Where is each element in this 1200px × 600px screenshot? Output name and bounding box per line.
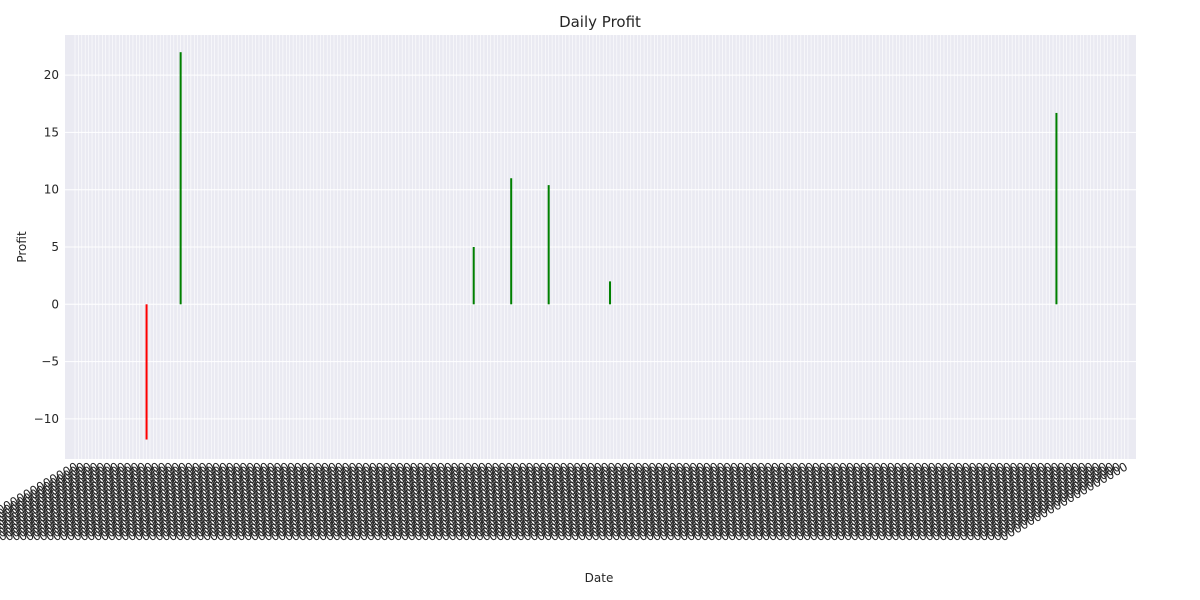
y-tick-label: 10 <box>44 183 59 197</box>
bar <box>609 281 612 305</box>
x-ticks: 0000000000000000000000000000000000000000… <box>0 459 1130 544</box>
bar <box>547 185 550 305</box>
bar <box>145 304 148 440</box>
chart-title: Daily Profit <box>559 13 641 31</box>
bar <box>472 247 475 305</box>
bar <box>179 52 182 305</box>
y-ticks: −10 −5 0 5 10 15 20 <box>34 68 59 426</box>
y-tick-label: 0 <box>51 297 59 311</box>
x-axis-label: Date <box>585 571 614 585</box>
y-grid <box>65 74 1136 420</box>
y-tick-label: −10 <box>34 412 59 426</box>
bar <box>510 178 513 305</box>
y-tick-label: −5 <box>41 355 59 369</box>
y-tick-label: 20 <box>44 68 59 82</box>
bars <box>145 52 1058 440</box>
y-tick-label: 15 <box>44 125 59 139</box>
y-axis-label: Profit <box>15 231 29 263</box>
y-tick-label: 5 <box>51 240 59 254</box>
bar <box>1055 112 1058 305</box>
